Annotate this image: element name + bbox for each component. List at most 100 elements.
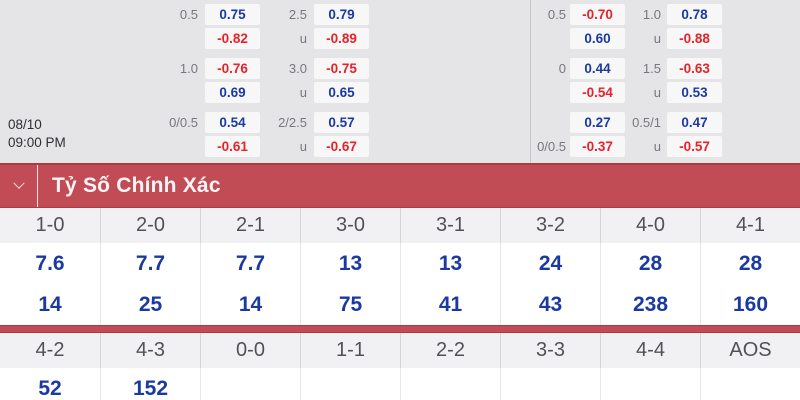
score-header: 4-2 xyxy=(35,339,65,361)
odds-cell[interactable]: -0.57 xyxy=(667,136,722,157)
section-title: Tỷ Số Chính Xác xyxy=(52,174,221,197)
score-odds-cell[interactable]: 41 xyxy=(400,284,500,325)
match-kickoff-time: 09:00 PM xyxy=(8,135,66,150)
score-odds-cell[interactable]: 7.7 xyxy=(200,243,300,284)
handicap-label: 0.5 xyxy=(547,7,566,22)
odds-cell[interactable]: -0.76 xyxy=(205,58,260,79)
score-odds-cell[interactable]: 24 xyxy=(500,243,600,284)
odds-row: 0 0.44 1.5 -0.63 xyxy=(499,58,722,79)
odds-cell[interactable]: 0.69 xyxy=(205,82,260,103)
score-odds-cell[interactable]: 14 xyxy=(200,284,300,325)
score-odds-cell[interactable] xyxy=(300,368,400,400)
odds-cell[interactable]: -0.75 xyxy=(314,58,369,79)
odds-cell[interactable]: -0.67 xyxy=(314,136,369,157)
score-odds-cell[interactable]: 160 xyxy=(700,284,800,325)
odds-group: 0.27 0.5/1 0.47 0/0.5 -0.37 u -0.57 xyxy=(499,112,722,157)
score-header: AOS xyxy=(700,333,800,368)
score-header: 1-0 xyxy=(35,214,65,236)
odds-panel-right: 0.5 -0.70 1.0 0.78 0.60 u -0.88 0 0.44 1… xyxy=(499,4,722,163)
odds-value: -0.61 xyxy=(217,139,248,154)
score-header: 4-4 xyxy=(600,333,700,368)
handicap-label: 2.5 xyxy=(288,7,307,22)
odds-cell[interactable]: 0.78 xyxy=(667,4,722,25)
odds-group: 0.5 -0.70 1.0 0.78 0.60 u -0.88 xyxy=(499,4,722,49)
odds-value: -0.63 xyxy=(679,61,710,76)
odds-value: -0.89 xyxy=(326,31,357,46)
score-odds-cell[interactable]: 13 xyxy=(400,243,500,284)
score-header: 2-0 xyxy=(100,208,200,243)
score-odds-cell[interactable]: 25 xyxy=(100,284,200,325)
odds-value: -0.75 xyxy=(326,61,357,76)
score-header: 1-1 xyxy=(300,333,400,368)
over-under-label: u xyxy=(299,85,307,100)
score-odds-cell[interactable]: 43 xyxy=(500,284,600,325)
collapse-toggle[interactable] xyxy=(0,165,38,207)
odds-value: 0.75 xyxy=(219,7,246,22)
odds-cell[interactable]: 0.75 xyxy=(205,4,260,25)
score-header-row: 4-2 4-3 0-0 1-1 2-2 3-3 4-4 AOS xyxy=(0,333,800,368)
odds-cell[interactable]: 0.53 xyxy=(667,82,722,103)
odds-value: 0.78 xyxy=(681,7,708,22)
odds-value: 0.44 xyxy=(584,61,611,76)
score-odds-row: 7.6 7.7 7.7 13 13 24 28 28 xyxy=(0,243,800,284)
over-under-label: u xyxy=(299,31,307,46)
handicap-label: 1.0 xyxy=(179,61,198,76)
score-odds-cell[interactable]: 152 xyxy=(100,368,200,400)
odds-row: 1.0 -0.76 3.0 -0.75 xyxy=(124,58,369,79)
odds-value: -0.70 xyxy=(582,7,613,22)
score-odds-cell[interactable]: 75 xyxy=(300,284,400,325)
odds-value: 0.69 xyxy=(219,85,246,100)
score-odds-cell[interactable]: 13 xyxy=(300,243,400,284)
odds-value: 0.47 xyxy=(681,115,708,130)
score-header: 3-1 xyxy=(400,208,500,243)
score-odds-cell[interactable]: 238 xyxy=(600,284,700,325)
odds-cell[interactable]: 0.44 xyxy=(570,58,625,79)
score-odds-cell[interactable]: 52 xyxy=(38,376,62,400)
odds-cell[interactable]: -0.70 xyxy=(570,4,625,25)
score-odds-cell[interactable] xyxy=(200,368,300,400)
score-header: 3-2 xyxy=(500,208,600,243)
score-odds-cell[interactable] xyxy=(600,368,700,400)
odds-cell[interactable]: -0.88 xyxy=(667,28,722,49)
odds-cell[interactable]: 0.57 xyxy=(314,112,369,133)
panel-divider xyxy=(530,0,531,163)
odds-value: 0.27 xyxy=(584,115,611,130)
odds-value: -0.57 xyxy=(679,139,710,154)
odds-row: 0.60 u -0.88 xyxy=(499,28,722,49)
odds-cell[interactable]: 0.54 xyxy=(205,112,260,133)
odds-cell[interactable]: -0.63 xyxy=(667,58,722,79)
odds-cell[interactable]: 0.47 xyxy=(667,112,722,133)
odds-cell[interactable]: 0.27 xyxy=(570,112,625,133)
score-odds-cell[interactable]: 14 xyxy=(38,292,62,316)
score-odds-cell[interactable] xyxy=(700,368,800,400)
odds-cell[interactable]: -0.82 xyxy=(205,28,260,49)
score-header: 2-2 xyxy=(400,333,500,368)
odds-cell[interactable]: -0.37 xyxy=(570,136,625,157)
odds-value: -0.54 xyxy=(582,85,613,100)
score-odds-cell[interactable] xyxy=(400,368,500,400)
odds-cell[interactable]: 0.60 xyxy=(570,28,625,49)
score-odds-cell[interactable]: 7.7 xyxy=(100,243,200,284)
score-odds-cell[interactable]: 28 xyxy=(700,243,800,284)
over-under-label: u xyxy=(653,31,661,46)
odds-group: 0.5 0.75 2.5 0.79 -0.82 u -0.89 xyxy=(124,4,369,49)
odds-value: -0.37 xyxy=(582,139,613,154)
score-odds-cell[interactable]: 28 xyxy=(600,243,700,284)
chevron-down-icon xyxy=(12,177,25,189)
over-under-label: u xyxy=(299,139,307,154)
odds-value: -0.67 xyxy=(326,139,357,154)
score-header: 4-3 xyxy=(100,333,200,368)
odds-cell[interactable]: -0.89 xyxy=(314,28,369,49)
correct-score-header-bar[interactable]: Tỷ Số Chính Xác xyxy=(0,163,800,208)
odds-cell[interactable]: -0.54 xyxy=(570,82,625,103)
score-odds-row: 14 25 14 75 41 43 238 160 xyxy=(0,284,800,325)
score-odds-cell[interactable] xyxy=(500,368,600,400)
odds-cell[interactable]: -0.61 xyxy=(205,136,260,157)
odds-row: 0.69 u 0.65 xyxy=(124,82,369,103)
odds-row: 0.5 -0.70 1.0 0.78 xyxy=(499,4,722,25)
score-header: 3-0 xyxy=(300,208,400,243)
odds-cell[interactable]: 0.65 xyxy=(314,82,369,103)
odds-panel-left: 0.5 0.75 2.5 0.79 -0.82 u -0.89 1.0 -0.7… xyxy=(124,4,369,163)
odds-cell[interactable]: 0.79 xyxy=(314,4,369,25)
score-odds-cell[interactable]: 7.6 xyxy=(35,251,65,275)
